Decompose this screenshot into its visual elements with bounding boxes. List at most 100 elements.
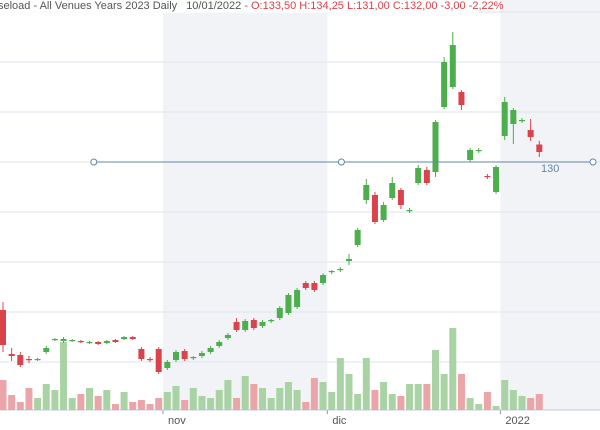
candle-body xyxy=(363,185,370,200)
volume-bar xyxy=(406,384,414,410)
x-tick-label: dic xyxy=(332,415,347,427)
candle-body xyxy=(475,150,482,152)
volume-bar xyxy=(302,402,310,410)
header-bg xyxy=(0,0,478,13)
volume-bar xyxy=(388,394,396,410)
candle-body xyxy=(112,340,119,342)
candle-body xyxy=(60,339,67,341)
volume-bar xyxy=(155,398,163,410)
candle-body xyxy=(198,353,205,356)
candle-body xyxy=(164,362,171,368)
volume-bar xyxy=(345,374,353,410)
volume-bar xyxy=(328,392,336,410)
volume-bar xyxy=(189,388,197,410)
volume-bar xyxy=(475,404,483,410)
volume-bar xyxy=(137,400,145,410)
volume-bar xyxy=(207,398,215,410)
quote: - O:133,50 H:134,25 L:131,00 C:132,00 -3… xyxy=(244,0,504,12)
month-band xyxy=(163,0,328,410)
volume-bar xyxy=(77,394,85,410)
candle-body xyxy=(276,308,283,318)
volume-bar xyxy=(215,390,223,410)
candle-body xyxy=(354,230,361,245)
volume-bar xyxy=(293,390,301,410)
volume-bar xyxy=(380,382,388,410)
candle-body xyxy=(484,176,491,178)
candle-body xyxy=(346,259,352,261)
candle-body xyxy=(233,322,240,330)
volume-bar xyxy=(423,384,431,410)
volume-bar xyxy=(163,392,171,410)
volume-bar xyxy=(103,390,111,410)
candle-body xyxy=(389,183,396,198)
candle-body xyxy=(493,167,500,192)
header: seload - All Venues Years 2023 Daily 10/0… xyxy=(0,0,504,12)
candle-body xyxy=(441,62,448,107)
candle-body xyxy=(129,337,136,339)
volume-bar xyxy=(319,382,327,410)
date: 10/01/2022 xyxy=(186,0,241,12)
candle-body xyxy=(51,339,58,341)
reference-label: 130 xyxy=(541,163,559,175)
candle-body xyxy=(8,354,15,356)
volume-bar xyxy=(457,374,465,410)
candle-body xyxy=(69,340,76,342)
candle-body xyxy=(138,349,145,359)
volume-bar xyxy=(25,388,33,410)
volume-bar xyxy=(276,388,284,410)
candle-body xyxy=(467,150,474,160)
volume-bar xyxy=(120,392,128,410)
candle-body xyxy=(501,102,508,136)
volume-bar xyxy=(362,358,370,410)
volume-bar xyxy=(0,380,7,410)
volume-bar xyxy=(267,398,275,410)
candle-body xyxy=(86,342,93,344)
volume-bar xyxy=(181,400,189,410)
volume-bar xyxy=(94,396,102,410)
volume-bar xyxy=(146,404,154,410)
candle-body xyxy=(415,168,422,183)
candle-body xyxy=(311,283,318,290)
candle-body xyxy=(458,92,465,105)
volume-bar xyxy=(449,328,457,410)
volume-bar xyxy=(466,398,474,410)
volume-bar xyxy=(483,392,491,410)
candle-body xyxy=(0,310,6,345)
volume-bar xyxy=(535,394,543,410)
candle-body xyxy=(95,342,102,344)
candle-body xyxy=(536,144,543,152)
volume-bar xyxy=(440,374,448,410)
volume-bar xyxy=(172,386,180,410)
candle-body xyxy=(432,122,439,172)
volume-bar xyxy=(8,395,16,410)
volume-bar xyxy=(51,390,59,410)
candle-body xyxy=(285,295,292,313)
candle-body xyxy=(43,348,50,352)
candle-body xyxy=(449,45,456,87)
line-handle xyxy=(90,158,98,166)
volume-bar xyxy=(42,384,50,410)
candle-body xyxy=(519,120,525,122)
candle-body xyxy=(302,283,309,288)
candle-body xyxy=(337,269,344,271)
candle-body xyxy=(17,355,24,365)
candle-body xyxy=(380,205,387,220)
candle-body xyxy=(397,190,404,205)
candle-body xyxy=(207,348,214,352)
volume-bar xyxy=(432,350,439,410)
candle-body xyxy=(527,130,534,137)
volume-bar xyxy=(414,384,422,410)
candle-body xyxy=(121,337,128,339)
volume-bar xyxy=(86,388,93,410)
volume-bar xyxy=(310,378,318,410)
candle-body xyxy=(77,341,84,343)
candle-body xyxy=(216,342,223,346)
chart-title: seload - All Venues Years 2023 Daily xyxy=(0,0,178,12)
volume-bar xyxy=(233,398,241,410)
candle-body xyxy=(181,351,188,359)
volume-bar xyxy=(501,380,509,410)
volume-bar xyxy=(397,396,405,410)
candle-body xyxy=(250,320,257,328)
line-handle xyxy=(337,158,345,166)
